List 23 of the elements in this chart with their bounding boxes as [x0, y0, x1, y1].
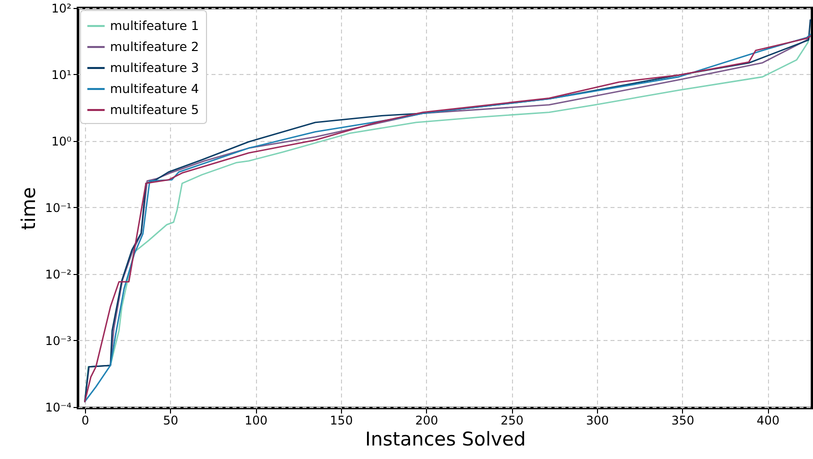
x-tick-label: 100	[244, 414, 268, 428]
legend-label: multifeature 2	[110, 39, 200, 54]
x-tick-label: 400	[756, 414, 780, 428]
y-tick-label: 10¹	[51, 68, 72, 82]
x-tick-label: 200	[415, 414, 438, 428]
y-tick-label: 10⁰	[51, 134, 72, 148]
y-axis-title: time	[18, 187, 40, 230]
legend-label: multifeature 1	[110, 18, 200, 33]
y-tick-label: 10⁻³	[45, 334, 72, 348]
y-tick-label: 10⁻²	[45, 267, 72, 282]
x-tick-label: 50	[163, 414, 178, 428]
legend-label: multifeature 5	[110, 102, 200, 117]
x-tick-label: 300	[586, 414, 609, 428]
y-tick-label: 10⁻¹	[45, 200, 72, 215]
legend-label: multifeature 3	[110, 60, 200, 75]
legend-label: multifeature 4	[110, 81, 200, 96]
y-tick-label: 10⁻⁴	[45, 400, 72, 414]
x-axis-title: Instances Solved	[365, 428, 526, 450]
x-tick-label: 0	[82, 414, 90, 428]
x-tick-label: 250	[500, 414, 524, 428]
x-tick-label: 150	[330, 414, 353, 428]
y-tick-label: 10²	[51, 2, 72, 16]
x-tick-label: 350	[671, 414, 694, 428]
